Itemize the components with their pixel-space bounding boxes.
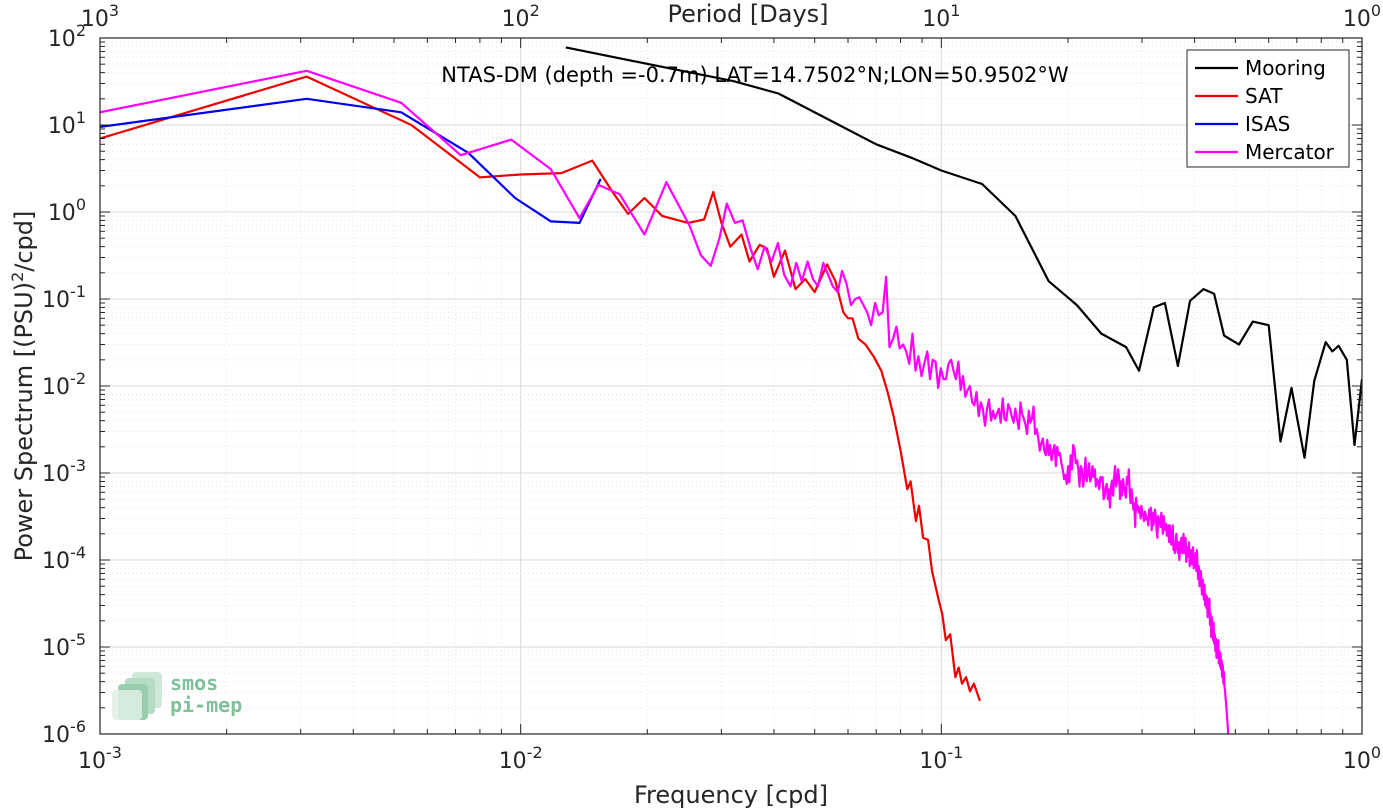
legend-box — [1186, 49, 1350, 168]
top-tick-label: 100 — [1343, 1, 1381, 32]
logo-line1: smos — [170, 671, 218, 695]
logo-mark-icon — [112, 672, 162, 720]
series-line-mooring — [565, 46, 1362, 459]
legend-label-sat: SAT — [1245, 84, 1283, 108]
smos-pi-mep-logo: smos pi-mep — [112, 671, 242, 720]
y-tick-label: 10-3 — [42, 456, 86, 487]
tick-marks — [99, 38, 1362, 735]
y-axis-title-exponent: 2 — [8, 272, 27, 282]
top-tick-label: 102 — [502, 1, 540, 32]
y-tick-label: 102 — [48, 21, 86, 52]
series-layer — [100, 46, 1362, 734]
x-tick-label: 10-1 — [919, 743, 963, 774]
logo-line2: pi-mep — [170, 693, 242, 717]
y-tick-label: 10-5 — [42, 630, 86, 661]
top-tick-label: 103 — [81, 1, 119, 32]
series-line-mercator — [100, 69, 1230, 734]
y-axis-title: Power Spectrum [(PSU)2/cpd] — [8, 211, 39, 562]
legend-label-mooring: Mooring — [1245, 56, 1326, 80]
x-tick-label: 10-2 — [499, 743, 543, 774]
legend-label-isas: ISAS — [1245, 112, 1290, 136]
series-line-isas — [100, 97, 602, 224]
legend: Mooring SAT ISAS Mercator — [1186, 49, 1350, 168]
y-tick-label: 10-2 — [42, 369, 86, 400]
top-tick-label: 101 — [922, 1, 960, 32]
x-axis-title: Frequency [cpd] — [634, 781, 828, 809]
y-tick-label: 10-4 — [42, 543, 86, 574]
x-tick-label: 10-3 — [78, 743, 122, 774]
y-axis-title-unit: /cpd] — [10, 211, 38, 272]
x-tick-label: 100 — [1343, 743, 1381, 774]
chart-title: NTAS-DM (depth =-0.7m) LAT=14.7502°N;LON… — [441, 63, 1069, 87]
top-axis-title: Period [Days] — [667, 0, 828, 28]
y-tick-label: 101 — [48, 108, 86, 139]
y-tick-label: 10-6 — [42, 717, 86, 748]
series-line-sat — [100, 75, 981, 702]
y-tick-label: 100 — [48, 195, 86, 226]
y-axis-title-text: Power Spectrum [(PSU) — [10, 282, 38, 561]
legend-label-mercator: Mercator — [1245, 140, 1335, 164]
y-tick-label: 10-1 — [42, 282, 86, 313]
